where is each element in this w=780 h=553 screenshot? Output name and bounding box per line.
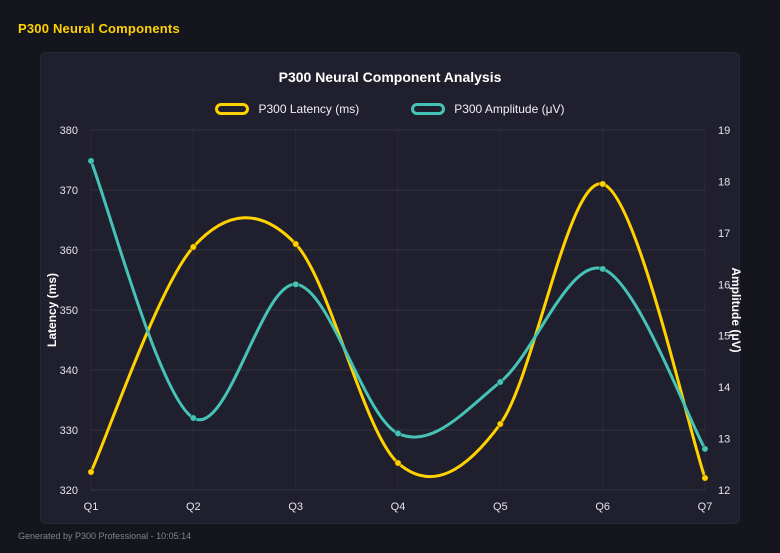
axis-tick-labels: 320 330 340 350 360 370 380 12 13 14 15 16 17 18 19 Q1 Q… (60, 125, 731, 513)
legend-item-latency[interactable]: P300 Latency (ms) (215, 102, 359, 116)
svg-text:Q1: Q1 (84, 501, 99, 513)
series-amplitude (87, 157, 709, 453)
legend-label-amplitude: P300 Amplitude (μV) (454, 102, 565, 116)
svg-text:330: 330 (60, 425, 78, 437)
svg-text:340: 340 (60, 365, 78, 377)
svg-text:13: 13 (718, 434, 730, 446)
amplitude-swatch-icon (411, 103, 446, 115)
chart-title: P300 Neural Component Analysis (278, 69, 502, 85)
generated-footer: Generated by P300 Professional - 10:05:1… (18, 531, 192, 541)
svg-text:14: 14 (718, 382, 730, 394)
line-chart: 320 330 340 350 360 370 380 12 13 14 15 16 17 18 19 Q1 Q… (45, 125, 741, 513)
latency-swatch-icon (215, 103, 250, 115)
svg-text:380: 380 (60, 125, 78, 137)
svg-text:Q7: Q7 (698, 501, 713, 513)
svg-text:350: 350 (60, 305, 78, 317)
right-axis-title: Amplitude (μV) (729, 267, 741, 352)
legend-label-latency: P300 Latency (ms) (258, 102, 360, 116)
svg-text:17: 17 (718, 228, 730, 240)
chart-legend: P300 Latency (ms) P300 Amplitude (μV) (41, 102, 739, 116)
series-latency (87, 180, 709, 482)
svg-text:12: 12 (718, 485, 730, 497)
legend-item-amplitude[interactable]: P300 Amplitude (μV) (411, 102, 565, 116)
svg-text:Q6: Q6 (595, 501, 610, 513)
svg-text:Q2: Q2 (186, 501, 201, 513)
svg-text:320: 320 (60, 485, 78, 497)
svg-text:Q5: Q5 (493, 501, 508, 513)
svg-text:370: 370 (60, 185, 78, 197)
gridlines (90, 129, 706, 491)
svg-text:16: 16 (718, 279, 730, 291)
page-title: P300 Neural Components (18, 21, 180, 36)
svg-text:Q4: Q4 (391, 501, 406, 513)
svg-text:Q3: Q3 (288, 501, 303, 513)
svg-text:18: 18 (718, 176, 730, 188)
svg-text:19: 19 (718, 125, 730, 137)
chart-panel: P300 Neural Component Analysis P300 Late… (40, 52, 741, 524)
svg-text:360: 360 (60, 245, 78, 257)
left-axis-title: Latency (ms) (45, 273, 59, 347)
svg-text:15: 15 (718, 331, 730, 343)
